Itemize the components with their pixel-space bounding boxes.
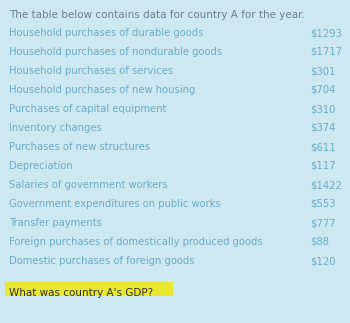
Text: Household purchases of durable goods: Household purchases of durable goods: [9, 28, 203, 38]
Text: Depreciation: Depreciation: [9, 161, 73, 171]
Text: Purchases of new structures: Purchases of new structures: [9, 142, 150, 152]
Text: $120: $120: [310, 256, 335, 266]
Text: Purchases of capital equipment: Purchases of capital equipment: [9, 104, 167, 114]
Text: $374: $374: [310, 123, 335, 133]
Text: $611: $611: [310, 142, 335, 152]
Text: $704: $704: [310, 85, 335, 95]
Text: Household purchases of new housing: Household purchases of new housing: [9, 85, 195, 95]
Text: $117: $117: [310, 161, 335, 171]
Text: $310: $310: [310, 104, 335, 114]
Text: $777: $777: [310, 218, 335, 228]
Text: Foreign purchases of domestically produced goods: Foreign purchases of domestically produc…: [9, 237, 263, 247]
Text: $301: $301: [310, 66, 335, 76]
Bar: [5, 282, 173, 296]
Text: Government expenditures on public works: Government expenditures on public works: [9, 199, 221, 209]
Text: The table below contains data for country A for the year.: The table below contains data for countr…: [9, 10, 305, 20]
Text: Inventory changes: Inventory changes: [9, 123, 102, 133]
Text: What was country A's GDP?: What was country A's GDP?: [9, 288, 153, 298]
Text: Salaries of government workers: Salaries of government workers: [9, 180, 168, 190]
Text: Domestic purchases of foreign goods: Domestic purchases of foreign goods: [9, 256, 195, 266]
Text: $1293: $1293: [310, 28, 342, 38]
Text: $1717: $1717: [310, 47, 342, 57]
Text: $1422: $1422: [310, 180, 342, 190]
Text: Household purchases of services: Household purchases of services: [9, 66, 173, 76]
Text: $88: $88: [310, 237, 329, 247]
Text: $553: $553: [310, 199, 335, 209]
Text: Transfer payments: Transfer payments: [9, 218, 102, 228]
Text: Household purchases of nondurable goods: Household purchases of nondurable goods: [9, 47, 222, 57]
